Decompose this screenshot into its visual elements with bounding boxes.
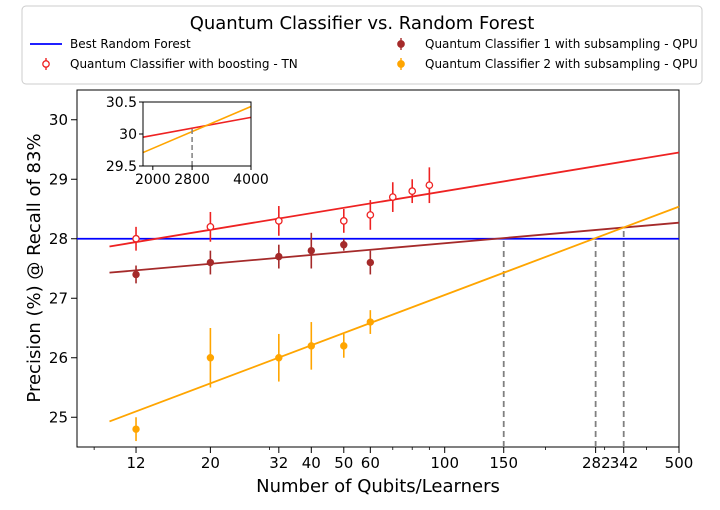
data-point bbox=[275, 354, 283, 362]
inset-x-tick-label: 4000 bbox=[233, 172, 269, 188]
y-tick-label: 29 bbox=[49, 170, 68, 188]
inset-x-tick-label: 2000 bbox=[135, 172, 171, 188]
fit-line bbox=[109, 205, 680, 423]
legend-label: Quantum Classifier with boosting - TN bbox=[70, 57, 298, 71]
crossover-vlines bbox=[502, 229, 625, 447]
y-tick-label: 25 bbox=[49, 408, 68, 426]
legend-swatch-marker bbox=[397, 60, 405, 68]
data-point bbox=[132, 234, 140, 243]
y-tick-label: 30 bbox=[49, 111, 68, 129]
legend-swatch-marker bbox=[397, 40, 405, 48]
plot-area-frame bbox=[76, 89, 680, 448]
y-axis-ticks: 25 26 27 28 29 30 bbox=[49, 111, 77, 426]
data-point bbox=[206, 258, 215, 267]
inset-fit-line bbox=[142, 105, 252, 154]
legend-item: Best Random Forest bbox=[30, 37, 191, 51]
legend-label: Quantum Classifier 1 with subsampling - … bbox=[425, 37, 698, 51]
inset-x-tick-label: 2800 bbox=[174, 172, 210, 188]
inset-y-tick-label: 30 bbox=[119, 127, 137, 143]
data-point bbox=[206, 223, 215, 231]
data-point bbox=[274, 217, 283, 225]
data-point bbox=[206, 354, 215, 362]
data-point bbox=[340, 342, 348, 350]
x-tick-label: 12 bbox=[126, 454, 145, 472]
inset-y-tick-label: 30.5 bbox=[106, 95, 137, 111]
legend-box bbox=[21, 5, 703, 85]
data-point bbox=[307, 342, 316, 350]
x-axis-ticks: 12 20 32 40 50 60 100 150 282 342 500 bbox=[93, 447, 694, 472]
x-tick-label: 500 bbox=[665, 454, 694, 472]
y-tick-label: 26 bbox=[49, 349, 68, 367]
data-point bbox=[366, 211, 375, 219]
x-tick-label: 60 bbox=[361, 454, 380, 472]
data-point bbox=[340, 241, 348, 249]
legend-item: Quantum Classifier 2 with subsampling - … bbox=[397, 57, 698, 71]
fit-lines bbox=[77, 151, 680, 423]
x-tick-label: 50 bbox=[334, 454, 353, 472]
legend-label: Best Random Forest bbox=[70, 37, 191, 51]
data-point bbox=[425, 181, 434, 190]
x-tick-label: 342 bbox=[610, 454, 639, 472]
y-tick-label: 27 bbox=[49, 289, 68, 307]
data-point bbox=[275, 252, 283, 261]
data-point bbox=[132, 425, 140, 433]
chart-title: Quantum Classifier vs. Random Forest bbox=[190, 13, 535, 34]
y-tick-label: 28 bbox=[49, 230, 68, 248]
fit-line bbox=[109, 221, 680, 274]
x-tick-label: 20 bbox=[201, 454, 220, 472]
inset-chart: 2000 2800 4000 29.5 30 30.5 bbox=[106, 95, 269, 188]
data-point bbox=[388, 193, 397, 201]
data-point bbox=[307, 246, 316, 255]
legend-label: Quantum Classifier 2 with subsampling - … bbox=[425, 57, 698, 71]
inset-frame bbox=[142, 101, 252, 167]
x-tick-label: 100 bbox=[430, 454, 459, 472]
data-point bbox=[408, 187, 417, 195]
data-points bbox=[132, 167, 434, 442]
data-point bbox=[366, 258, 375, 267]
data-point bbox=[132, 270, 140, 279]
x-axis-title: Number of Qubits/Learners bbox=[256, 476, 500, 497]
data-point bbox=[366, 318, 375, 326]
legend-item: Quantum Classifier with boosting - TN bbox=[42, 57, 298, 71]
x-tick-label: 32 bbox=[269, 454, 288, 472]
legend: Quantum Classifier vs. Random Forest Bes… bbox=[21, 5, 703, 85]
inset-y-tick-label: 29.5 bbox=[106, 159, 137, 175]
legend-item: Quantum Classifier 1 with subsampling - … bbox=[397, 37, 698, 51]
x-tick-label: 40 bbox=[302, 454, 321, 472]
data-point bbox=[339, 217, 348, 225]
x-tick-label: 282 bbox=[582, 454, 611, 472]
y-axis-title: Precision (%) @ Recall of 83% bbox=[24, 133, 45, 402]
legend-swatch-marker bbox=[42, 60, 50, 68]
inset-fit-line bbox=[142, 116, 252, 138]
x-tick-label: 150 bbox=[489, 454, 518, 472]
